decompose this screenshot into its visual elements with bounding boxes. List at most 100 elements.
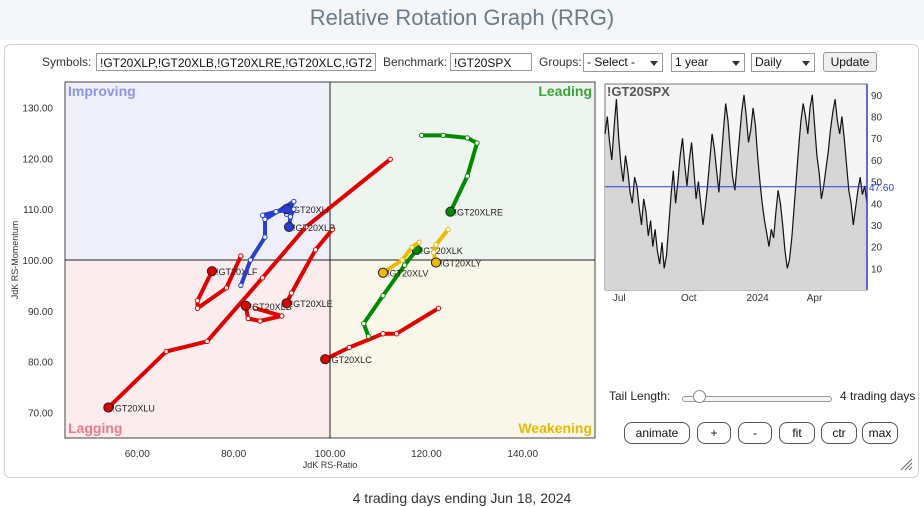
tail-point [399,257,405,263]
zoom-in-button[interactable]: + [697,422,731,444]
update-button[interactable]: Update [823,52,877,72]
tail-point [259,212,266,218]
tail-group: !GT20XLY [430,226,481,269]
tail-point [238,282,244,289]
series-label: !GT20XLC [329,355,372,365]
series-label: !GT20XLI [291,205,330,215]
tail-group: !GT20XLK [361,244,463,339]
tail-point [247,257,254,263]
head-marker [281,298,292,309]
footer-caption: 4 trading days ending Jun 18, 2024 [352,490,572,506]
groups-select[interactable]: - Select - [583,53,663,72]
ctr-button[interactable]: ctr [821,422,857,444]
benchmark-label: Benchmark: [383,55,448,69]
tail-length-slider[interactable] [682,396,832,402]
mini-y-tick-label: 10 [871,264,883,275]
tail-length-slider-handle[interactable] [693,390,706,403]
series-label: !GT20XLU [112,403,155,413]
tail-group: !GT20XLF [194,253,258,312]
mini-y-tick-label: 70 [871,134,883,145]
mini-line [604,94,868,269]
zoom-out-button[interactable]: - [738,422,772,444]
interval-select-value: Daily [755,55,782,69]
quadrant-label-lagging: Lagging [68,420,122,436]
tail-group: !GT20XLC [320,305,442,365]
tail-point [223,285,230,291]
tail-point [238,253,244,259]
chevron-down-icon [732,61,740,66]
tail-point [252,305,259,312]
tail-group: !GT20XLRE [418,132,503,218]
tail-group: !GT20XLB [240,300,292,324]
tail-line [431,227,450,265]
mini-y-tick-label: 60 [871,156,883,167]
quadrant-label-leading: Leading [538,83,592,99]
tail-point [291,206,297,212]
tail-point [329,226,336,233]
tail-point [474,140,480,146]
x-tick-label: 120.00 [411,449,442,460]
tail-point [262,234,268,240]
tail-point [409,244,415,250]
tail-point [303,224,309,230]
mini-last-value: 47.60 [869,183,894,194]
mini-x-tick-label: Apr [807,293,823,304]
mini-x-tick-label: 2024 [746,293,769,304]
y-tick-label: 90.00 [28,307,53,318]
tail-point [361,320,367,327]
mini-y-tick-label: 40 [871,199,883,210]
tail-point [273,208,279,215]
x-tick-label: 100.00 [315,449,346,460]
benchmark-input[interactable]: !GT20SPX [450,53,532,71]
tail-point [163,348,169,355]
mini-y-tick-label: 80 [871,113,883,124]
quadrant-label-improving: Improving [68,83,136,99]
tail-group: !GT20XLU [103,156,393,413]
y-tick-label: 80.00 [28,358,53,369]
tail-point [257,318,263,324]
y-tick-label: 110.00 [23,205,53,216]
tail-point [401,262,408,268]
series-label: !GT20XLK [421,246,463,256]
fit-button[interactable]: fit [779,422,815,444]
tail-line [106,157,393,410]
tail-point [464,173,471,179]
tail-group: !GT20XLE [281,226,336,309]
head-marker [206,266,218,277]
head-marker [377,267,389,278]
tail-point [194,297,201,304]
period-select[interactable]: 1 year [671,53,745,72]
interval-select[interactable]: Daily [751,53,815,72]
mini-y-tick-label: 50 [871,178,883,189]
weakening-quadrant [330,260,595,438]
y-tick-label: 70.00 [28,409,53,420]
head-marker [430,257,442,268]
mini-x-tick-label: Jul [613,293,626,304]
symbols-input[interactable]: !GT20XLP,!GT20XLB,!GT20XLRE,!GT20XLC,!GT… [96,53,376,71]
series-label: !GT20XLV [387,269,428,279]
series-label: !GT20XLP [293,223,335,233]
resize-grip-icon[interactable] [899,457,913,471]
tail-point [365,333,372,339]
tail-point [380,292,386,299]
tail-length-label: Tail Length: [609,389,671,403]
tail-point [430,249,437,256]
tail-point [393,331,400,337]
max-button[interactable]: max [862,422,898,444]
tail-point [245,315,251,322]
tail-point [387,156,393,163]
mini-y-tick-label: 90 [871,91,883,102]
tail-point [435,305,442,312]
page-title: Relative Rotation Graph (RRG) [0,0,924,40]
head-marker [283,221,295,233]
period-select-value: 1 year [675,55,709,69]
series-label: !GT20XLY [440,259,481,269]
tail-point [346,344,352,351]
head-marker [103,402,114,413]
quadrant-label-weakening: Weakening [518,420,592,436]
animate-button[interactable]: animate [624,422,690,444]
tail-point [262,216,268,223]
y-axis-title: JdK RS-Momentum [10,221,20,300]
